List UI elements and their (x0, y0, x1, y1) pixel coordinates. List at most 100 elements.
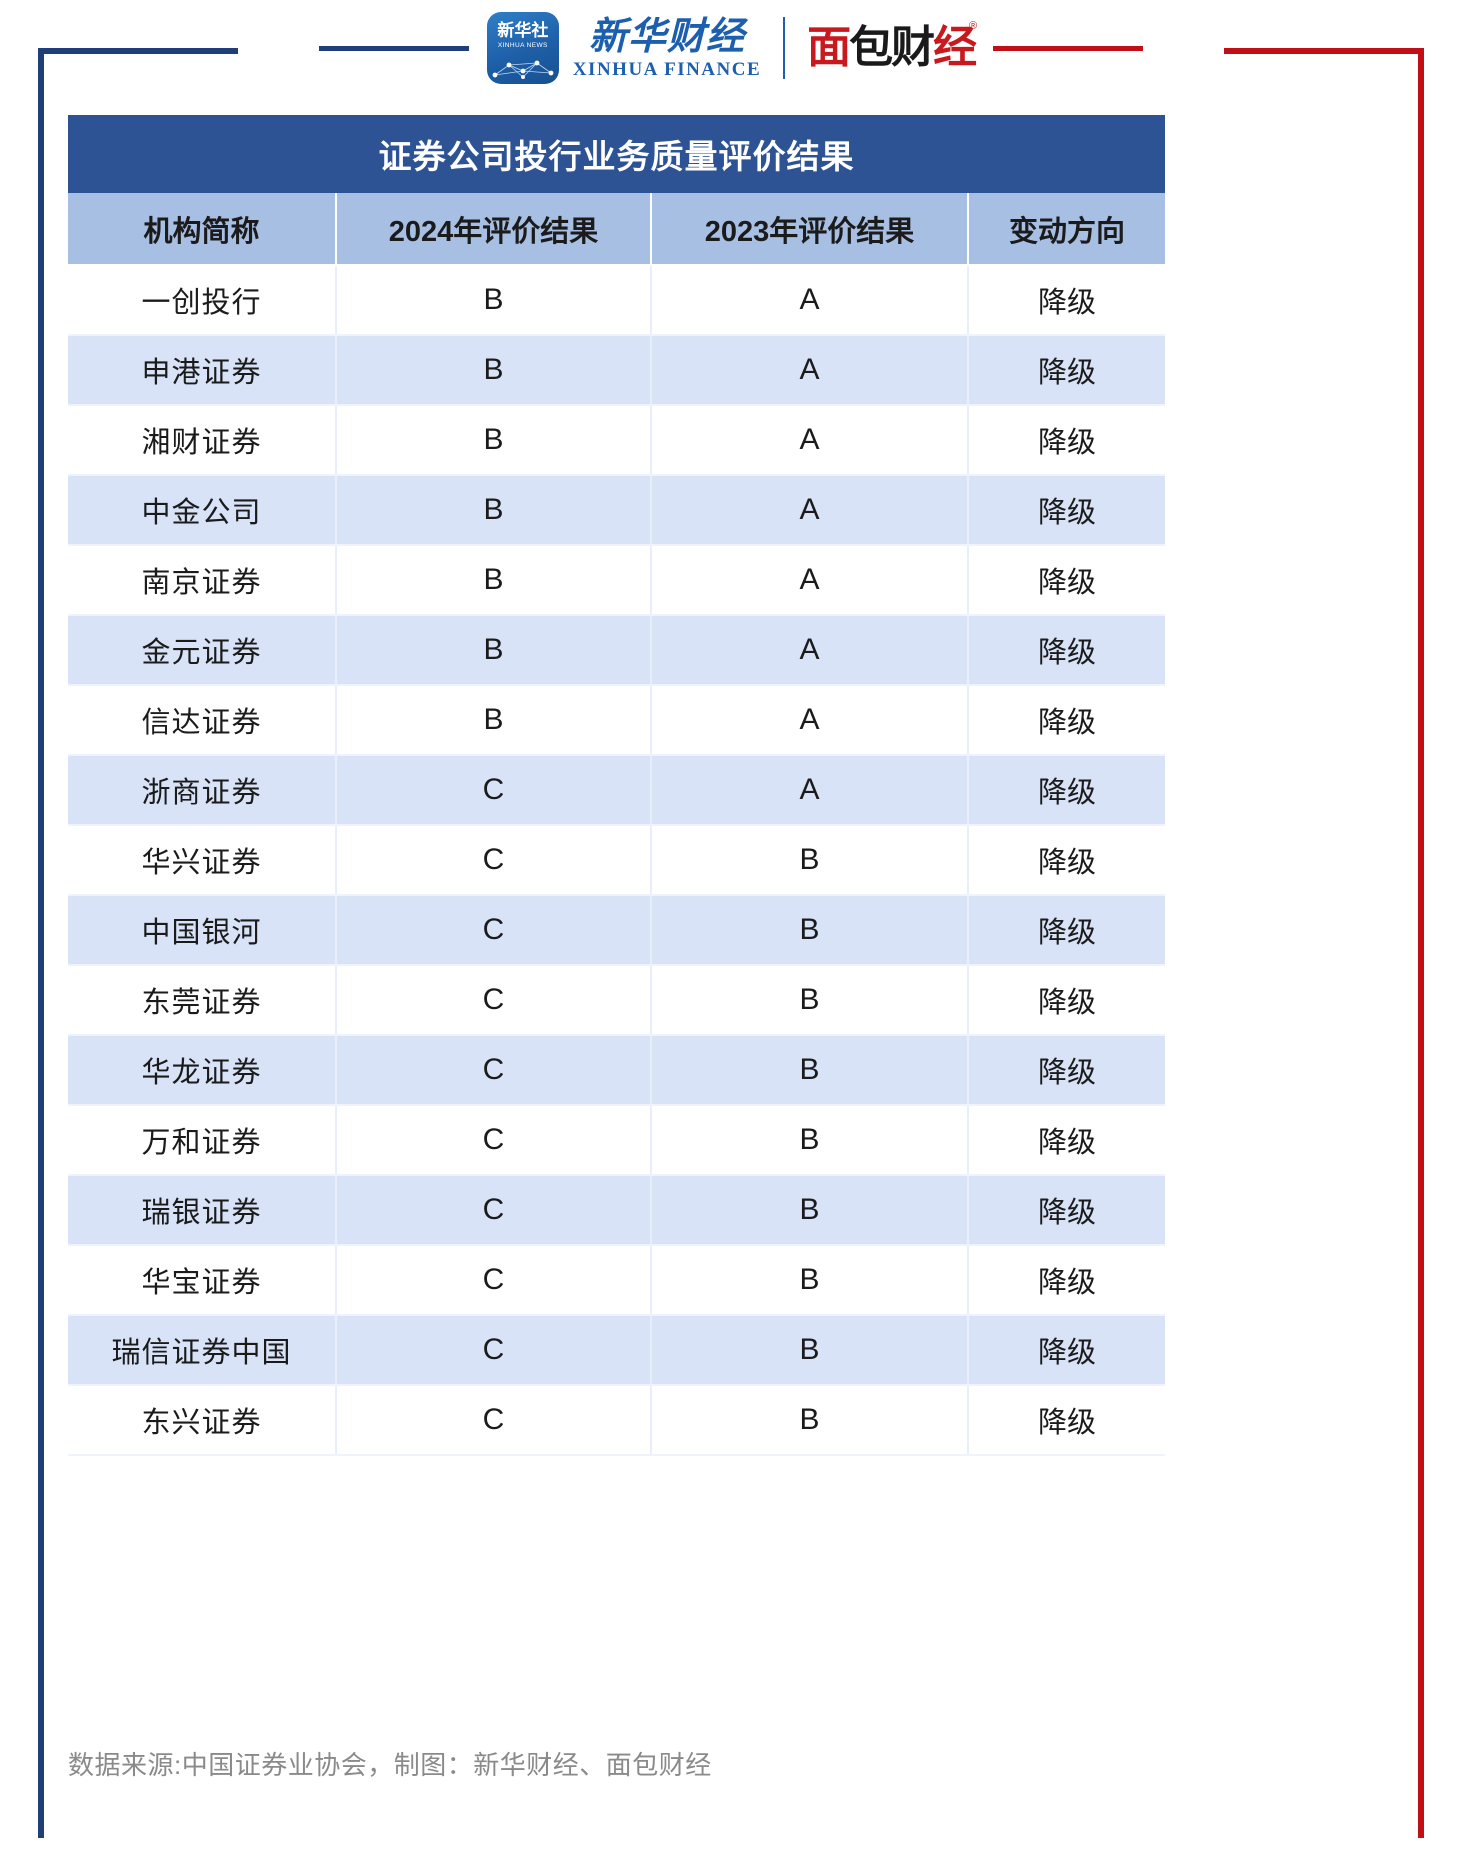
cell-2023-result: B (651, 825, 969, 896)
table-row: 华龙证券 C B 降级 (68, 1035, 1165, 1106)
mianbao-logo-part2: 包财 (849, 23, 935, 72)
cell-institution-name: 东莞证券 (68, 965, 337, 1036)
table-row: 申港证券 B A 降级 (68, 335, 1165, 406)
cell-institution-name: 瑞银证券 (68, 1175, 337, 1246)
cell-change-direction: 降级 (968, 965, 1165, 1036)
table-title-row: 证券公司投行业务质量评价结果 (68, 115, 1165, 193)
cell-2023-result: A (651, 405, 969, 476)
table-row: 东兴证券 C B 降级 (68, 1385, 1165, 1456)
mianbao-logo-part1: 面 (807, 23, 851, 72)
cell-institution-name: 金元证券 (68, 615, 337, 686)
cell-2024-result: B (336, 335, 652, 406)
table-row: 华兴证券 C B 降级 (68, 825, 1165, 896)
cell-2024-result: C (336, 1315, 652, 1386)
cell-institution-name: 华宝证券 (68, 1245, 337, 1316)
cell-2023-result: A (651, 335, 969, 406)
source-note: 数据来源:中国证券业协会，制图：新华财经、面包财经 (68, 1750, 712, 1780)
xinhua-finance-cn-part1: 新华 (588, 16, 667, 58)
cell-change-direction: 降级 (968, 1245, 1165, 1316)
cell-2024-result: B (336, 685, 652, 756)
registered-trademark-icon: ® (969, 20, 978, 32)
table-row: 浙商证券 C A 降级 (68, 755, 1165, 826)
header-rule-right (993, 45, 1144, 51)
evaluation-table-wrapper: 证券公司投行业务质量评价结果 机构简称 2024年评价结果 2023年评价结果 … (68, 115, 1165, 1456)
xinhua-finance-cn-part3: 经 (706, 16, 746, 58)
table-row: 中金公司 B A 降级 (68, 475, 1165, 546)
cell-2024-result: C (336, 1245, 652, 1316)
column-header-change-direction: 变动方向 (968, 193, 1165, 266)
cell-change-direction: 降级 (968, 335, 1165, 406)
table-row: 中国银河 C B 降级 (68, 895, 1165, 966)
frame-left-border (38, 48, 44, 1838)
cell-2023-result: B (651, 1175, 969, 1246)
cell-2024-result: C (336, 1175, 652, 1246)
table-row: 万和证券 C B 降级 (68, 1105, 1165, 1176)
cell-change-direction: 降级 (968, 1105, 1165, 1176)
cell-2023-result: B (651, 1105, 969, 1176)
table-row: 金元证券 B A 降级 (68, 615, 1165, 686)
cell-2024-result: C (336, 1105, 652, 1176)
cell-2023-result: B (651, 1315, 969, 1386)
cell-institution-name: 东兴证券 (68, 1385, 337, 1456)
cell-2024-result: C (336, 895, 652, 966)
header-rule-left (318, 45, 469, 51)
cell-institution-name: 信达证券 (68, 685, 337, 756)
table-body: 一创投行 B A 降级 申港证券 B A 降级 湘财证券 B A 降级 中金公司 B A 降级 南京证券 B A 降级… (68, 265, 1165, 1456)
table-row: 东莞证券 C B 降级 (68, 965, 1165, 1036)
frame-left-top-border (38, 48, 238, 54)
cell-change-direction: 降级 (968, 895, 1165, 966)
xinhua-news-logo-cn: 新华社 (497, 21, 549, 40)
cell-2024-result: C (336, 1035, 652, 1106)
cell-institution-name: 湘财证券 (68, 405, 337, 476)
network-graphic-icon (492, 60, 554, 79)
cell-institution-name: 万和证券 (68, 1105, 337, 1176)
cell-institution-name: 中金公司 (68, 475, 337, 546)
cell-change-direction: 降级 (968, 1385, 1165, 1456)
cell-institution-name: 中国银河 (68, 895, 337, 966)
cell-2023-result: A (651, 685, 969, 756)
cell-2024-result: B (336, 545, 652, 616)
table-title: 证券公司投行业务质量评价结果 (68, 115, 1165, 193)
cell-2023-result: A (651, 475, 969, 546)
cell-institution-name: 华龙证券 (68, 1035, 337, 1106)
cell-2024-result: B (336, 405, 652, 476)
xinhua-finance-logo-en: XINHUA FINANCE (572, 59, 762, 80)
cell-change-direction: 降级 (968, 545, 1165, 616)
cell-2024-result: C (336, 965, 652, 1036)
cell-institution-name: 瑞信证券中国 (68, 1315, 337, 1386)
cell-institution-name: 浙商证券 (68, 755, 337, 826)
table-row: 湘财证券 B A 降级 (68, 405, 1165, 476)
table-header-row: 机构简称 2024年评价结果 2023年评价结果 变动方向 (68, 193, 1165, 266)
cell-2023-result: A (651, 545, 969, 616)
cell-2023-result: B (651, 965, 969, 1036)
xinhua-finance-logo: 新华财经 XINHUA FINANCE (573, 15, 761, 81)
table-row: 信达证券 B A 降级 (68, 685, 1165, 756)
cell-institution-name: 一创投行 (68, 265, 337, 336)
column-header-institution: 机构简称 (68, 193, 337, 266)
cell-change-direction: 降级 (968, 615, 1165, 686)
mianbao-finance-logo: 面包财经 ® (807, 20, 978, 74)
table-row: 南京证券 B A 降级 (68, 545, 1165, 616)
mianbao-logo-part3: 经 (933, 23, 977, 72)
cell-2024-result: C (336, 1385, 652, 1456)
cell-2023-result: B (651, 1245, 969, 1316)
frame-right-top-border (1224, 48, 1424, 54)
cell-2023-result: A (651, 265, 969, 336)
table-row: 一创投行 B A 降级 (68, 265, 1165, 336)
cell-institution-name: 申港证券 (68, 335, 337, 406)
cell-2023-result: B (651, 1385, 969, 1456)
xinhua-finance-cn-part2: 财 (666, 16, 706, 58)
evaluation-table: 证券公司投行业务质量评价结果 机构简称 2024年评价结果 2023年评价结果 … (68, 115, 1165, 1456)
brand-header: 新华社 XINHUA NEWS 新 (0, 0, 1462, 96)
column-header-2024-result: 2024年评价结果 (336, 193, 652, 266)
cell-change-direction: 降级 (968, 1315, 1165, 1386)
cell-2024-result: B (336, 265, 652, 336)
cell-2024-result: B (336, 615, 652, 686)
xinhua-finance-logo-cn: 新华财经 (589, 15, 745, 59)
cell-change-direction: 降级 (968, 265, 1165, 336)
xinhua-news-logo-en: XINHUA NEWS (497, 42, 548, 49)
cell-change-direction: 降级 (968, 1175, 1165, 1246)
cell-2024-result: B (336, 475, 652, 546)
cell-2023-result: B (651, 895, 969, 966)
